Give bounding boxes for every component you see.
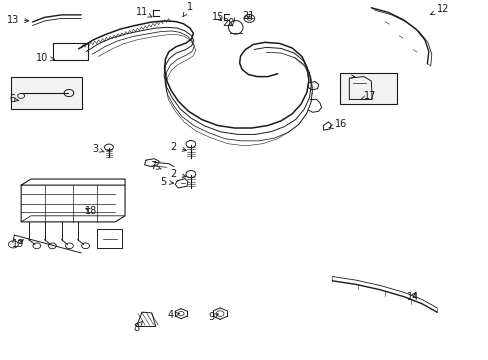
Bar bbox=[339, 73, 396, 104]
Text: 7: 7 bbox=[149, 161, 161, 171]
Bar bbox=[53, 43, 88, 60]
Text: 20: 20 bbox=[222, 18, 235, 28]
Text: 17: 17 bbox=[361, 91, 376, 101]
Text: 12: 12 bbox=[430, 4, 448, 15]
Text: 11: 11 bbox=[136, 7, 152, 17]
Text: 9: 9 bbox=[208, 312, 218, 322]
Text: 6: 6 bbox=[10, 94, 19, 104]
Text: 13: 13 bbox=[7, 15, 29, 25]
Text: 1: 1 bbox=[183, 2, 193, 17]
Text: 2: 2 bbox=[170, 170, 186, 179]
Text: 19: 19 bbox=[12, 239, 24, 249]
Text: 15: 15 bbox=[211, 12, 224, 22]
Bar bbox=[11, 77, 82, 109]
Text: 18: 18 bbox=[84, 206, 97, 216]
Text: 14: 14 bbox=[406, 292, 418, 302]
Text: 5: 5 bbox=[160, 176, 173, 186]
Text: 4: 4 bbox=[167, 310, 179, 320]
Text: 2: 2 bbox=[170, 142, 186, 152]
Text: 3: 3 bbox=[93, 144, 104, 154]
Text: 8: 8 bbox=[133, 321, 142, 333]
Text: 21: 21 bbox=[242, 11, 254, 21]
Text: 16: 16 bbox=[328, 120, 346, 130]
Text: 10: 10 bbox=[36, 53, 54, 63]
